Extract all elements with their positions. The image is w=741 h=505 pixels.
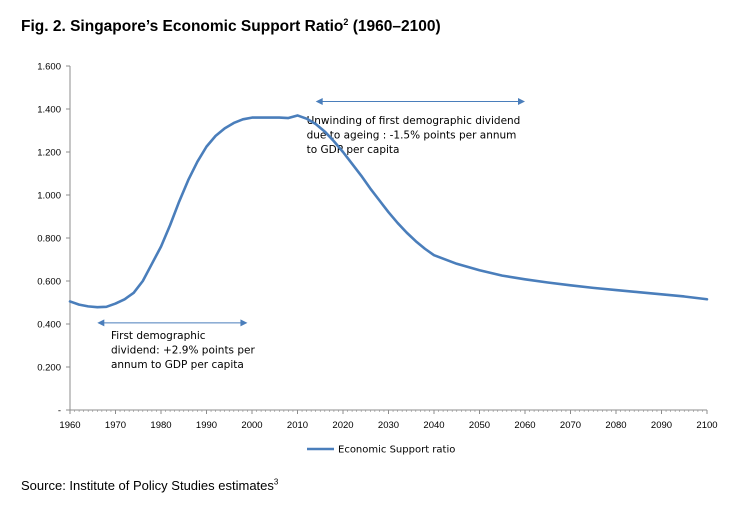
x-tick-label: 2070	[560, 420, 581, 431]
annotation-text-line: to GDP per capita	[307, 144, 400, 156]
y-tick-label: 1.400	[37, 105, 61, 116]
annotation-text-line: First demographic	[111, 330, 206, 342]
x-tick-label: 2040	[423, 420, 444, 431]
y-tick-label: -	[58, 406, 61, 417]
x-tick-label: 2020	[332, 420, 353, 431]
y-tick-label: 0.800	[37, 234, 61, 245]
legend-label: Economic Support ratio	[338, 445, 455, 456]
x-tick-label: 2050	[469, 420, 490, 431]
y-tick-label: 1.600	[37, 62, 61, 73]
x-tick-label: 2030	[378, 420, 399, 431]
y-tick-label: 0.600	[37, 277, 61, 288]
x-tick-label: 1980	[150, 420, 171, 431]
chart-title-text: Fig. 2. Singapore’s Economic Support Rat…	[21, 18, 344, 35]
x-tick-label: 1990	[196, 420, 217, 431]
source-superscript: 3	[273, 477, 279, 487]
x-tick-label: 2100	[696, 420, 717, 431]
annotation-arrowhead-right	[240, 319, 248, 327]
annotation-text-line: Unwinding of first demographic dividend	[307, 115, 521, 127]
chart-axes: - 0.200 0.400 0.600 0.800 1.000 1.200 1.400 1.60…	[37, 62, 717, 432]
annotation-arrowhead-right	[518, 97, 525, 105]
x-tick-label: 2090	[651, 420, 672, 431]
y-tick-label: 0.200	[37, 363, 61, 374]
chart-series	[68, 114, 709, 309]
x-tick-label: 2060	[514, 420, 535, 431]
annotation-text-line: due to ageing : -1.5% points per annum	[307, 130, 517, 142]
y-tick-label: 1.200	[37, 148, 61, 159]
annotation-arrowhead-left	[315, 97, 323, 105]
series-line-economic-support-ratio	[68, 114, 709, 309]
chart-title-suffix: (1960–2100)	[348, 18, 441, 35]
source-note: Source: Institute of Policy Studies esti…	[21, 478, 278, 493]
annotation-arrowhead-left	[97, 319, 105, 327]
y-tick-label: 1.000	[37, 191, 61, 202]
annotation-text-line: annum to GDP per capita	[111, 359, 244, 371]
chart-canvas: - 0.200 0.400 0.600 0.800 1.000 1.200 1.400 1.60…	[37, 62, 717, 456]
x-tick-label: 2000	[241, 420, 262, 431]
x-tick-label: 2010	[287, 420, 308, 431]
chart-annotations: Unwinding of first demographic dividend d…	[97, 97, 525, 371]
source-text: Source: Institute of Policy Studies esti…	[21, 478, 274, 493]
chart-legend: Economic Support ratio	[307, 445, 455, 456]
x-tick-label: 1970	[105, 420, 126, 431]
y-tick-label: 0.400	[37, 320, 61, 331]
annotation-text-line: dividend: +2.9% points per	[111, 345, 256, 357]
chart-title-superscript: 2	[343, 16, 349, 27]
chart-title: Fig. 2. Singapore’s Economic Support Rat…	[21, 16, 441, 36]
x-tick-label: 2080	[605, 420, 626, 431]
x-tick-label: 1960	[59, 420, 80, 431]
